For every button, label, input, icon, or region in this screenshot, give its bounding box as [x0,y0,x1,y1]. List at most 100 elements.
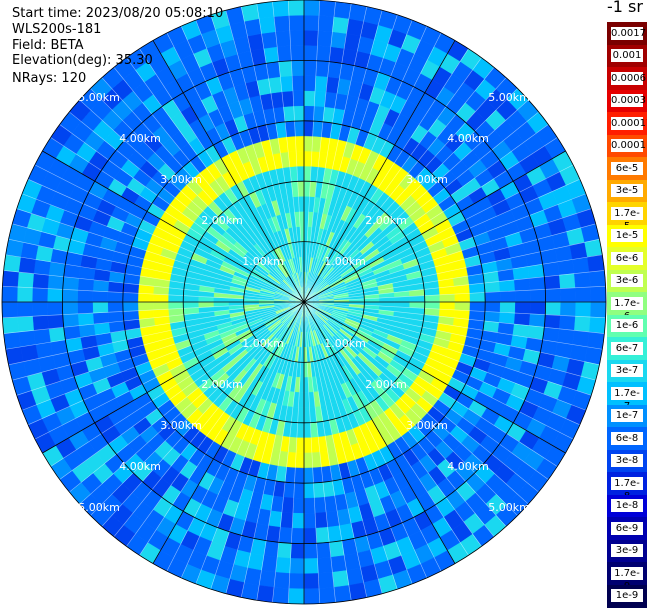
ppi-gate [295,135,305,152]
ppi-gate [92,301,109,314]
ppi-gate [17,316,34,333]
ppi-gate [454,301,471,311]
ppi-gate [47,288,63,303]
colorbar-label: 1.7e-7 [611,386,643,412]
ppi-gate [314,90,327,107]
ray-separator [3,270,305,303]
ppi-gate [499,279,516,292]
ppi-gate [330,31,347,49]
colorbar-label: 1.7e-6 [611,296,643,322]
ppi-gate [31,301,48,317]
ray-separator [303,301,581,426]
ppi-gate [275,557,291,574]
ppi-gate [318,572,335,589]
ppi-gate [318,15,335,32]
ppi-gate [152,293,169,303]
ppi-gate [590,301,607,319]
ray-separator [240,301,305,598]
ppi-gate [289,29,305,46]
azimuth-spoke [303,301,566,454]
ppi-gate [314,75,328,92]
ray-separator [5,254,305,303]
ray-separator [303,14,398,303]
ray-separator [16,208,305,303]
ppi-gate [107,301,124,313]
ppi-gate [294,120,305,137]
ppi-gate [529,276,546,291]
ray-separator [139,48,305,303]
ray-separator [3,301,305,334]
ppi-gate [317,30,333,47]
ray-separator [256,301,305,601]
ray-separator [225,10,305,303]
colorbar-label: 1e-6 [611,319,643,333]
ray-separator [12,301,305,381]
ray-separator [5,301,305,350]
ppi-gate [62,276,79,291]
ppi-gate [291,512,305,529]
ray-separator [2,301,305,319]
ray-separator [303,301,482,547]
ppi-gate [289,558,305,575]
ppi-gate [18,256,36,274]
range-ring-label: 2.00km [201,378,243,391]
ppi-gate [107,311,125,323]
colorbar: 0.0017 0.001 0.0006 0.0003 0.00017 0.0001 6e-5… [607,22,647,608]
ray-separator [210,14,305,303]
ppi-gate [18,330,36,348]
ppi-gate [483,311,501,323]
ppi-gate [295,452,305,469]
ray-separator [126,301,305,547]
ppi-gate [293,482,305,499]
ppi-gate [16,301,33,318]
ray-separator [303,301,336,603]
colorbar-label: 6e-7 [611,341,643,355]
ppi-rays [1,0,607,605]
ppi-gate [278,60,293,77]
ppi-gate [256,1,275,19]
range-ring-label: 3.00km [406,419,448,432]
ray-separator [303,254,603,303]
start-time-label: Start time: 2023/08/20 05:08:10 [12,6,224,21]
ppi-grid [1,0,607,605]
ray-separator [303,301,600,366]
colorbar-label: 0.0006 [611,71,646,85]
ppi-gate [303,437,313,454]
ppi-gate [332,570,350,588]
ray-separator [303,301,398,590]
azimuth-spoke [42,150,305,303]
ray-separator [303,301,529,505]
ppi-gate [167,294,184,303]
ray-separator [303,301,606,319]
range-ring-label: 4.00km [447,460,489,473]
ray-separator [79,99,305,303]
ppi-gate [273,572,290,589]
ppi-gate [332,16,350,34]
ray-separator [303,301,321,604]
ray-separator [303,301,469,556]
ppi-gate [469,292,486,303]
range-ring-label: 2.00km [365,214,407,227]
ppi-gate [281,497,294,514]
ppi-gate [296,422,305,439]
ray-separator [287,0,305,303]
ppi-gate [545,288,561,303]
ppi-gate [62,301,79,315]
ray-separator [303,301,605,334]
ppi-gate [272,587,290,604]
instrument-label: WLS200s-181 [12,22,102,37]
range-ring-label: 2.00km [201,214,243,227]
ppi-gate [439,301,456,311]
ppi-gate [3,254,21,273]
ray-separator [303,301,558,467]
ray-separator [303,10,383,303]
ppi-gate [283,481,295,499]
ppi-gate [454,293,471,303]
ppi-gate [107,291,124,303]
ppi-gate [314,512,328,529]
ppi-gate [303,14,320,31]
ppi-gate [288,14,305,31]
ppi-gate [303,90,316,107]
ppi-gate [499,312,516,325]
ray-separator [34,301,305,440]
